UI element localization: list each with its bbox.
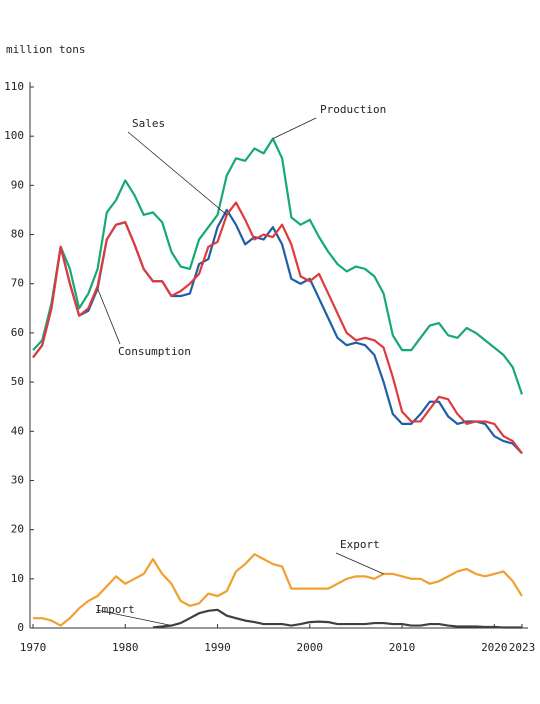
series-label: Sales bbox=[132, 117, 165, 130]
y-tick-label: 110 bbox=[4, 80, 24, 93]
y-tick-label: 70 bbox=[11, 277, 24, 290]
y-tick-label: 30 bbox=[11, 473, 24, 486]
y-tick-label: 40 bbox=[11, 424, 24, 437]
leader-line bbox=[97, 288, 121, 345]
y-tick-label: 50 bbox=[11, 375, 24, 388]
leader-line bbox=[96, 609, 172, 626]
x-tick-label: 2010 bbox=[389, 641, 416, 654]
y-tick-label: 80 bbox=[11, 228, 24, 241]
leader-line bbox=[272, 117, 317, 140]
y-tick-label: 100 bbox=[4, 129, 24, 142]
y-tick-label: 10 bbox=[11, 572, 24, 585]
series-line bbox=[33, 553, 523, 627]
series-line bbox=[152, 608, 522, 629]
series-label: Export bbox=[340, 538, 380, 551]
series-line bbox=[32, 137, 524, 395]
x-tick-label: 2000 bbox=[297, 641, 324, 654]
leader-line bbox=[127, 131, 228, 216]
y-tick-label: 60 bbox=[11, 326, 24, 339]
series-label: Import bbox=[95, 603, 135, 616]
x-tick-label: 1980 bbox=[112, 641, 139, 654]
x-tick-label: 1970 bbox=[20, 641, 47, 654]
x-tick-label: 2020 bbox=[481, 641, 508, 654]
y-tick-label: 90 bbox=[11, 178, 24, 191]
x-tick-label: 2023 bbox=[509, 641, 536, 654]
series-label: Consumption bbox=[118, 345, 191, 358]
y-axis-label: million tons bbox=[6, 43, 85, 56]
leader-line bbox=[335, 552, 384, 575]
x-tick-label: 1990 bbox=[204, 641, 231, 654]
y-tick-label: 0 bbox=[17, 621, 24, 634]
series-line bbox=[32, 201, 523, 455]
series-label: Production bbox=[320, 103, 386, 116]
y-tick-label: 20 bbox=[11, 523, 24, 536]
